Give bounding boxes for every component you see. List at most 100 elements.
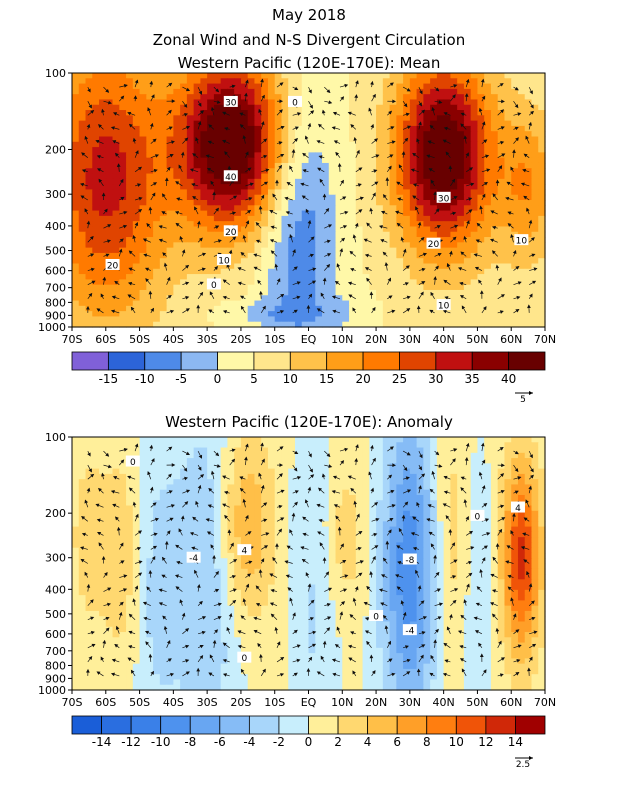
field-cell	[342, 510, 350, 517]
field-cell	[349, 284, 357, 291]
field-cell	[423, 305, 431, 312]
field-cell	[173, 284, 181, 291]
field-cell	[342, 178, 350, 185]
field-cell	[207, 168, 215, 175]
field-cell	[92, 184, 100, 191]
field-cell	[524, 300, 533, 307]
field-cell	[443, 494, 451, 501]
field-cell	[301, 173, 310, 180]
field-cell	[267, 484, 276, 491]
field-cell	[315, 489, 323, 496]
field-cell	[153, 215, 161, 222]
field-cell	[153, 437, 161, 443]
field-cell	[342, 258, 350, 265]
field-cell	[234, 120, 242, 127]
field-cell	[497, 316, 506, 323]
field-cell	[240, 152, 249, 159]
field-cell	[193, 147, 201, 153]
field-cell	[85, 268, 93, 275]
field-cell	[72, 231, 80, 238]
wind-arrow	[513, 137, 519, 144]
field-cell	[430, 131, 438, 138]
field-cell	[416, 162, 424, 169]
field-cell	[531, 489, 539, 496]
wind-arrow	[197, 291, 204, 300]
field-cell	[166, 479, 174, 486]
field-cell	[531, 458, 539, 464]
field-cell	[369, 263, 377, 270]
field-cell	[517, 173, 526, 180]
wind-arrow	[308, 110, 315, 116]
field-cell	[119, 221, 127, 228]
field-cell	[159, 131, 168, 138]
field-cell	[524, 447, 533, 454]
field-cell	[484, 242, 492, 249]
field-cell	[173, 437, 181, 443]
field-cell	[443, 152, 451, 159]
wind-arrow	[412, 152, 420, 158]
field-cell	[531, 194, 539, 201]
field-cell	[72, 157, 80, 164]
field-cell	[153, 94, 161, 101]
x-tick-label: EQ	[301, 333, 317, 346]
field-cell	[112, 505, 120, 512]
field-cell	[186, 447, 195, 454]
wind-arrow	[354, 94, 359, 102]
field-cell	[159, 205, 168, 212]
wind-arrow	[100, 293, 105, 299]
field-cell	[511, 200, 519, 206]
field-cell	[254, 215, 262, 222]
field-cell	[315, 263, 323, 270]
field-cell	[504, 510, 512, 517]
field-cell	[504, 94, 512, 101]
field-cell	[538, 157, 546, 164]
field-cell	[274, 437, 283, 443]
field-cell	[126, 83, 134, 90]
field-cell	[403, 104, 411, 111]
field-cell	[126, 168, 134, 175]
field-cell	[490, 242, 499, 249]
wind-arrow	[134, 183, 142, 187]
field-cell	[430, 300, 438, 307]
field-cell	[349, 215, 357, 222]
field-cell	[132, 157, 141, 164]
wind-arrow	[418, 109, 426, 116]
field-cell	[463, 263, 472, 270]
field-cell	[335, 168, 343, 175]
field-cell	[362, 215, 370, 222]
field-cell	[247, 279, 256, 286]
field-cell	[186, 94, 195, 101]
field-cell	[85, 489, 93, 496]
field-cell	[220, 237, 229, 243]
field-cell	[396, 442, 404, 449]
field-cell	[355, 136, 364, 143]
field-cell	[180, 168, 188, 175]
wind-arrow	[396, 181, 404, 187]
field-cell	[78, 136, 87, 143]
field-cell	[403, 458, 411, 464]
field-cell	[166, 189, 174, 196]
field-cell	[254, 184, 262, 191]
field-cell	[484, 120, 492, 127]
field-cell	[159, 200, 168, 206]
field-cell	[227, 284, 235, 291]
field-cell	[288, 83, 296, 90]
field-cell	[328, 115, 337, 122]
field-cell	[497, 437, 506, 443]
field-cell	[396, 252, 404, 259]
field-cell	[511, 447, 519, 454]
field-cell	[78, 268, 87, 275]
field-cell	[261, 484, 269, 491]
wind-arrow	[181, 249, 186, 257]
field-cell	[139, 215, 147, 222]
field-cell	[328, 173, 337, 180]
field-cell	[436, 321, 445, 328]
field-cell	[382, 147, 391, 153]
field-cell	[477, 147, 485, 153]
field-cell	[247, 463, 256, 470]
field-cell	[159, 115, 168, 122]
field-cell	[99, 252, 107, 259]
field-cell	[463, 494, 472, 501]
field-cell	[490, 184, 499, 191]
field-cell	[281, 120, 289, 127]
